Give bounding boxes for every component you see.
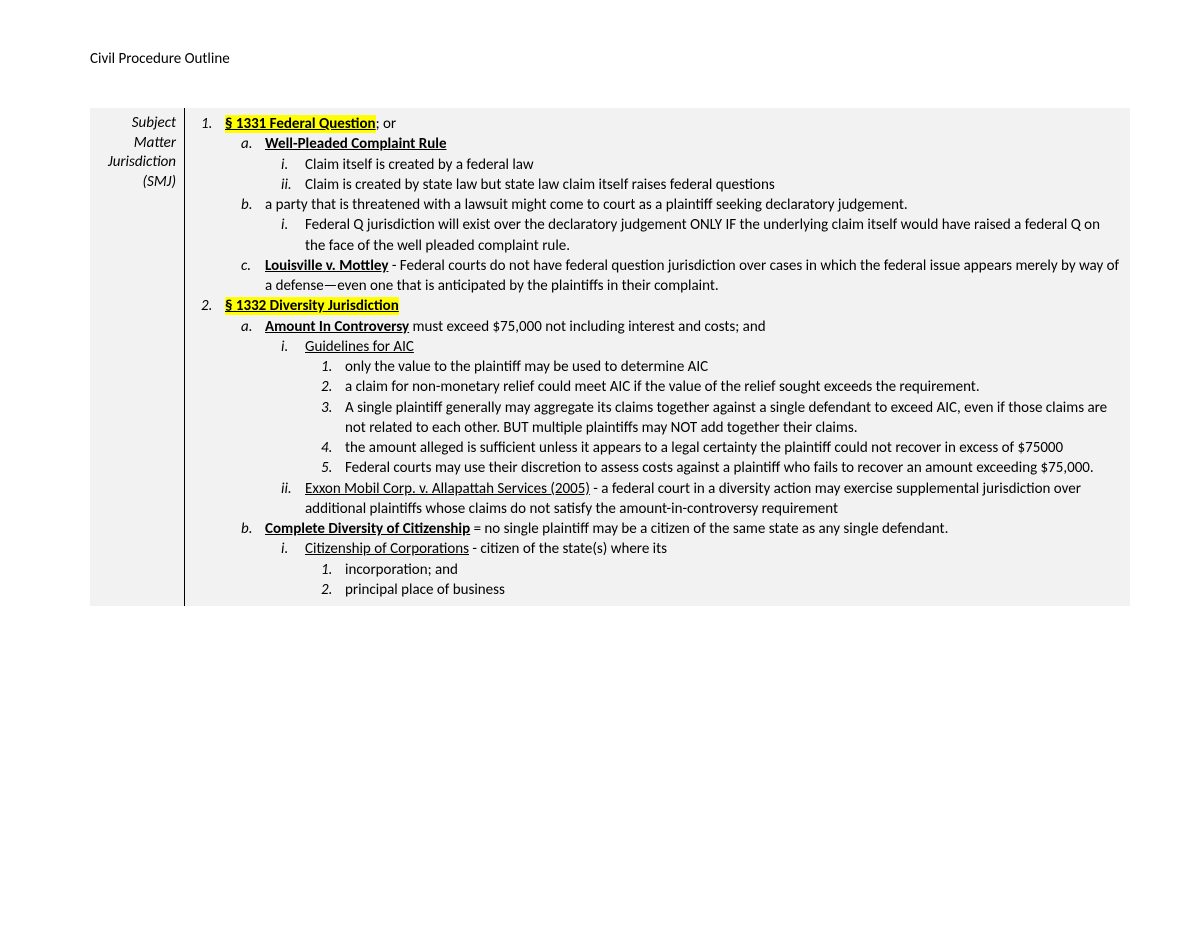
item-aic: Amount In Controversy must exceed $75,00… <box>265 317 1120 520</box>
list-item: Federal Q jurisdiction will exist over t… <box>305 215 1120 256</box>
list-item: incorporation; and <box>345 560 1120 580</box>
section-diversity: § 1332 Diversity Jurisdiction Amount In … <box>225 296 1120 600</box>
sidebar-line: (SMJ) <box>90 173 176 193</box>
item-well-pleaded: Well-Pleaded Complaint Rule Claim itself… <box>265 134 1120 195</box>
list-item: the amount alleged is sufficient unless … <box>345 438 1120 458</box>
list-item: Federal courts may use their discretion … <box>345 458 1120 478</box>
list-item: only the value to the plaintiff may be u… <box>345 357 1120 377</box>
item-text: - citizen of the state(s) where its <box>469 540 667 558</box>
item-label: Amount In Controversy <box>265 318 409 336</box>
list-item: principal place of business <box>345 580 1120 600</box>
case-name: Exxon Mobil Corp. v. Allapattah Services… <box>305 480 590 498</box>
item-declaratory: a party that is threatened with a lawsui… <box>265 195 1120 256</box>
section-suffix: ; or <box>376 115 397 133</box>
item-exxon: Exxon Mobil Corp. v. Allapattah Services… <box>305 479 1120 520</box>
item-text: must exceed $75,000 not including intere… <box>409 318 765 336</box>
topic-sidebar: Subject Matter Jurisdiction (SMJ) <box>90 108 185 606</box>
section-federal-question: § 1331 Federal Question; or Well-Pleaded… <box>225 114 1120 296</box>
list-item: A single plaintiff generally may aggrega… <box>345 398 1120 439</box>
list-item: a claim for non-monetary relief could me… <box>345 377 1120 397</box>
case-name: Louisville v. Mottley <box>265 257 388 275</box>
outline-content: § 1331 Federal Question; or Well-Pleaded… <box>185 108 1130 606</box>
section-title: § 1331 Federal Question <box>225 115 376 133</box>
item-label: Complete Diversity of Citizenship <box>265 520 470 538</box>
item-aic-guidelines: Guidelines for AIC only the value to the… <box>305 337 1120 479</box>
item-mottley: Louisville v. Mottley - Federal courts d… <box>265 256 1120 297</box>
list-item: Claim is created by state law but state … <box>305 175 1120 195</box>
list-item: Claim itself is created by a federal law <box>305 155 1120 175</box>
page: Civil Procedure Outline Subject Matter J… <box>0 0 1200 646</box>
page-title: Civil Procedure Outline <box>90 50 230 68</box>
sidebar-line: Jurisdiction <box>90 153 176 173</box>
item-text: = no single plaintiff may be a citizen o… <box>470 520 948 538</box>
sidebar-line: Matter <box>90 134 176 154</box>
item-text: a party that is threatened with a lawsui… <box>265 196 908 214</box>
item-complete-diversity: Complete Diversity of Citizenship = no s… <box>265 519 1120 600</box>
section-title: § 1332 Diversity Jurisdiction <box>225 297 399 315</box>
item-title: Well-Pleaded Complaint Rule <box>265 135 447 153</box>
case-text: - Federal courts do not have federal que… <box>265 257 1119 295</box>
outline-layout: Subject Matter Jurisdiction (SMJ) § 1331… <box>90 108 1130 606</box>
item-title: Guidelines for AIC <box>305 338 414 356</box>
page-header: Civil Procedure Outline <box>90 50 1130 68</box>
item-corp-citizenship: Citizenship of Corporations - citizen of… <box>305 539 1120 600</box>
sidebar-line: Subject <box>90 114 176 134</box>
item-label: Citizenship of Corporations <box>305 540 469 558</box>
